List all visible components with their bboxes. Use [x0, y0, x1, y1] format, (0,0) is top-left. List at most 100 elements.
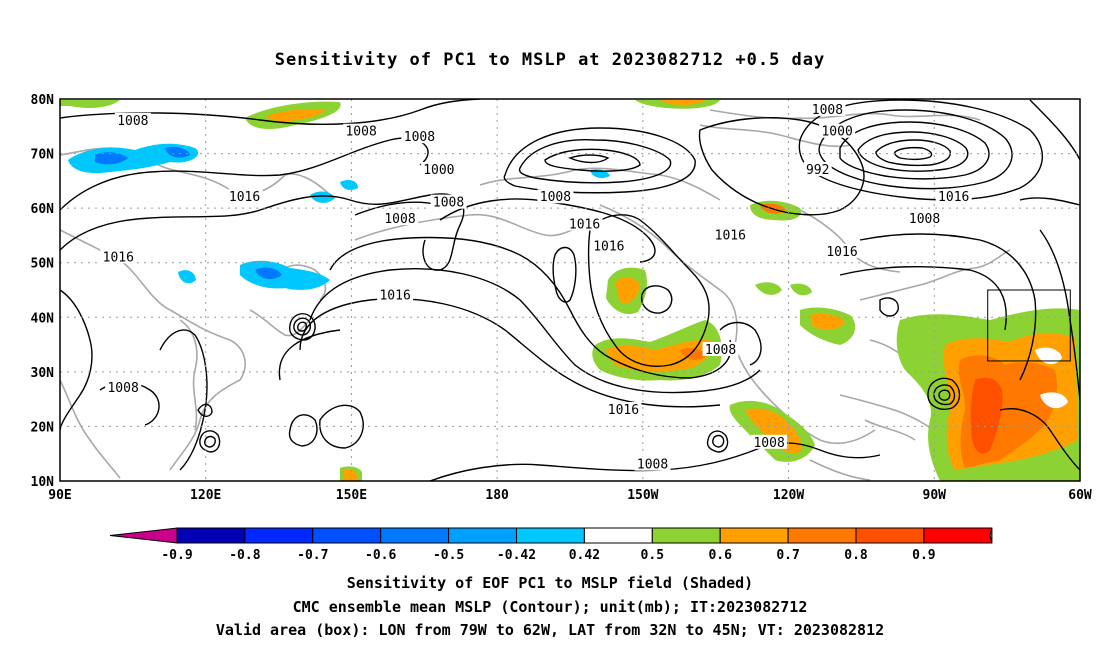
contour-label-bg — [566, 216, 603, 231]
contour-label: 1008 — [345, 125, 376, 140]
contour-label: 1008 — [384, 212, 415, 227]
contour-label-bg — [712, 227, 749, 242]
latitude-labels: 80N 70N 60N 50N 40N 30N 20N 10N — [31, 93, 55, 490]
lon-tick-label: 90W — [923, 488, 947, 503]
shade-patch — [660, 100, 705, 105]
colorbar-segment — [312, 527, 382, 544]
colorbar-low-arrow — [109, 527, 178, 544]
lat-tick-label: 60N — [31, 202, 55, 217]
contour-label: 992 — [806, 163, 829, 178]
contour-label-bg — [803, 161, 832, 176]
contour-label-bg — [537, 189, 574, 204]
shade-patch — [790, 283, 812, 296]
lat-tick-label: 70N — [31, 148, 55, 163]
gridlines — [60, 99, 1081, 481]
contour-label: 1008 — [637, 458, 668, 473]
lat-tick-label: 40N — [31, 311, 55, 326]
contour-label-bg — [809, 101, 846, 116]
colorbar-segment — [448, 527, 518, 544]
contour-label: 1016 — [826, 245, 857, 260]
colorbar-tick-label: -0.5 — [433, 548, 464, 563]
shade-patch — [178, 270, 196, 284]
longitude-labels: 90E 120E 150E 180 150W 120W 90W 60W — [48, 488, 1092, 503]
contour-label: 1008 — [107, 381, 138, 396]
contour-label: 1016 — [608, 403, 639, 418]
colorbar: -0.9 -0.8 -0.7 -0.6 -0.5 -0.42 0.42 0.5 0.6 0.7 0.… — [109, 527, 993, 563]
shade-patch — [745, 408, 802, 454]
contour-label-bg — [430, 194, 467, 209]
contour-label: 1008 — [540, 190, 571, 205]
lat-tick-label: 10N — [31, 475, 55, 490]
shade-patch — [165, 146, 190, 158]
shade-patch — [810, 313, 845, 330]
shade-patch — [265, 109, 325, 122]
lon-tick-label: 180 — [485, 488, 509, 503]
contour-label: 1000 — [423, 163, 454, 178]
colorbar-tick-label: -0.8 — [229, 548, 260, 563]
contour-label: 1008 — [753, 436, 784, 451]
contour-label-bg — [590, 238, 627, 253]
lat-tick-label: 20N — [31, 420, 55, 435]
colorbar-tick-label: -0.6 — [365, 548, 396, 563]
colorbar-tick-label: -0.7 — [297, 548, 328, 563]
shade-patch — [755, 282, 782, 295]
shade-patch — [310, 191, 335, 203]
colorbar-segment — [651, 527, 721, 544]
colorbar-segment — [583, 527, 653, 544]
contour-label-bg — [935, 189, 972, 204]
sensitivity-shading — [60, 100, 1080, 481]
contour-label: 1016 — [938, 190, 969, 205]
lat-tick-label: 50N — [31, 257, 55, 272]
contour-label-bg — [401, 129, 438, 144]
map-frame — [59, 98, 1081, 482]
contour-label: 1008 — [705, 343, 736, 358]
contour-label-bg — [100, 249, 137, 264]
contour-label: 1008 — [404, 130, 435, 145]
shade-patch — [1040, 392, 1068, 409]
contour-label-bg — [605, 402, 642, 417]
shade-patch — [605, 339, 711, 372]
lon-tick-label: 150E — [336, 488, 367, 503]
contour-label: 1016 — [593, 239, 624, 254]
contour-label-bg — [420, 161, 457, 176]
contour-label-bg — [702, 342, 739, 357]
colorbar-segment — [719, 527, 789, 544]
colorbar-segment — [176, 527, 246, 544]
contour-label: 1008 — [433, 196, 464, 211]
contour-label: 1016 — [379, 288, 410, 303]
valid-area-box — [987, 289, 1071, 362]
shade-patch — [1035, 347, 1062, 365]
contour-label-bg — [114, 112, 151, 127]
contour-label-bg — [819, 123, 856, 138]
colorbar-segment — [380, 527, 450, 544]
lon-tick-label: 60W — [1068, 488, 1092, 503]
colorbar-segment — [516, 527, 585, 544]
colorbar-tick-label: -0.9 — [161, 548, 192, 563]
contour-label: 1016 — [715, 228, 746, 243]
lon-tick-label: 120E — [190, 488, 221, 503]
colorbar-segment — [855, 527, 925, 544]
colorbar-tick-label: 0.42 — [569, 548, 600, 563]
shade-patch — [343, 469, 357, 481]
contour-label-bg — [751, 434, 788, 449]
colorbar-segment — [244, 527, 314, 544]
lat-tick-label: 80N — [31, 93, 55, 108]
mslp-contours — [60, 99, 1080, 481]
shade-patch — [970, 377, 1003, 454]
contour-label-bg — [382, 211, 418, 226]
lon-tick-label: 150W — [627, 488, 658, 503]
caption-line-1: Sensitivity of EOF PC1 to MSLP field (Sh… — [346, 574, 754, 592]
colorbar-tick-label: 0.9 — [912, 548, 935, 563]
contour-label: 1000 — [821, 125, 852, 140]
contour-label: 1016 — [229, 190, 260, 205]
contour-label-bg — [634, 456, 671, 471]
contour-label: 1008 — [117, 114, 148, 129]
colorbar-segment — [787, 527, 857, 544]
colorbar-tick-label: -0.42 — [497, 548, 536, 563]
shade-patch — [615, 277, 640, 304]
contour-label: 1016 — [569, 218, 600, 233]
contour-labels: 1008 1008 1008 1000 1008 1008 1000 992 1016 1008 1… — [100, 101, 972, 473]
contour-label-bg — [105, 380, 142, 395]
caption-line-3: Valid area (box): LON from 79W to 62W, L… — [215, 621, 885, 639]
